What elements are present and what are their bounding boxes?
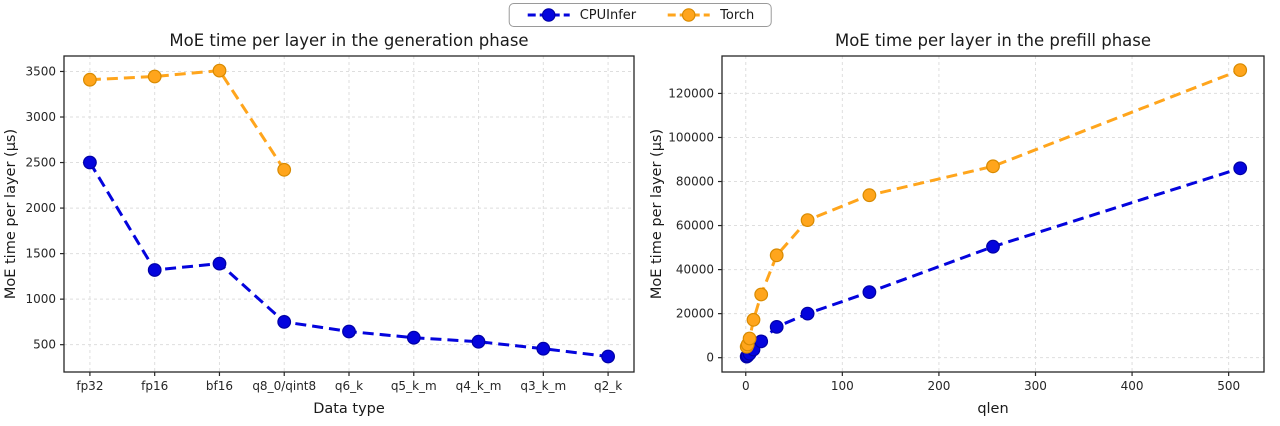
series-line-torch xyxy=(89,69,286,171)
data-point-cpuinfer xyxy=(800,306,815,321)
prefill-chart-svg: 0 100 200 300 400 500 0 20000 40000 60000 80000 100… xyxy=(649,31,1265,417)
x-tick-label: q3_k_m xyxy=(520,379,566,393)
x-tick-label: q2_k xyxy=(594,379,622,393)
data-point-torch xyxy=(1233,63,1248,77)
data-point-cpuinfer xyxy=(601,349,615,364)
data-point-torch xyxy=(769,248,784,263)
y-tick-label: 2500 xyxy=(25,156,56,170)
legend: CPUInfer Torch xyxy=(508,3,772,27)
x-tick-label: fp16 xyxy=(141,379,168,393)
legend-label: CPUInfer xyxy=(579,7,637,23)
plot-border xyxy=(63,55,635,373)
legend-label: Torch xyxy=(720,7,755,23)
data-point-torch xyxy=(212,63,227,78)
data-point-cpuinfer xyxy=(212,256,227,271)
y-tick-label: 1500 xyxy=(25,247,56,261)
data-point-cpuinfer xyxy=(82,155,97,170)
y-tick-label: 40000 xyxy=(676,263,714,277)
data-point-cpuinfer xyxy=(536,341,551,356)
y-axis-label: MoE time per layer (µs) xyxy=(3,129,19,299)
data-point-cpuinfer xyxy=(862,285,877,300)
data-point-cpuinfer xyxy=(471,334,486,349)
legend-line-sample xyxy=(527,8,570,22)
y-tick-label: 60000 xyxy=(676,219,714,233)
y-tick-label: 20000 xyxy=(676,307,714,321)
data-point-torch xyxy=(746,312,761,327)
data-point-cpuinfer xyxy=(769,320,784,334)
data-point-torch xyxy=(862,188,877,203)
data-point-cpuinfer xyxy=(754,334,769,349)
data-point-cpuinfer xyxy=(986,239,1000,254)
data-point-cpuinfer xyxy=(277,315,292,329)
data-point-torch xyxy=(277,162,292,177)
chart-generation-phase: fp32 fp16 bf16 q8_0/qint8 q6_k q5_k_m q4_k_m q3… xyxy=(2,28,648,420)
data-point-cpuinfer xyxy=(342,324,356,339)
y-tick-label: 500 xyxy=(33,338,56,352)
x-tick-label: q6_k xyxy=(335,379,363,393)
x-axis-label: qlen xyxy=(977,401,1008,417)
generation-chart-svg: fp32 fp16 bf16 q8_0/qint8 q6_k q5_k_m q4_k_m q3… xyxy=(3,31,635,417)
y-tick-label: 2000 xyxy=(25,201,56,215)
x-tick-label: q8_0/qint8 xyxy=(252,379,316,393)
legend-line-sample xyxy=(668,8,711,22)
legend-item-torch: Torch xyxy=(666,7,754,23)
x-tick-label: 100 xyxy=(831,379,854,393)
x-tick-label: 400 xyxy=(1121,379,1144,393)
x-tick-label: 200 xyxy=(927,379,950,393)
x-tick-label: bf16 xyxy=(206,379,233,393)
chart-title: MoE time per layer in the prefill phase xyxy=(835,31,1151,50)
charts-row: fp32 fp16 bf16 q8_0/qint8 q6_k q5_k_m q4_k_m q3… xyxy=(2,28,1276,420)
y-tick-label: 3000 xyxy=(25,110,56,124)
data-point-cpuinfer xyxy=(147,263,162,277)
y-tick-label: 3500 xyxy=(25,64,56,78)
x-tick-label: q4_k_m xyxy=(456,379,502,393)
x-axis-label: Data type xyxy=(313,401,385,417)
legend-item-cpuinfer: CPUInfer xyxy=(526,7,636,23)
x-tick-label: 500 xyxy=(1217,379,1240,393)
y-tick-label: 100000 xyxy=(668,130,714,144)
series-line-torch xyxy=(745,68,1241,348)
y-tick-label: 1000 xyxy=(25,292,56,306)
plot-border xyxy=(721,55,1265,373)
y-axis-label: MoE time per layer (µs) xyxy=(649,129,665,299)
y-tick-label: 120000 xyxy=(668,86,714,100)
data-point-torch xyxy=(742,331,757,346)
x-tick-label: 0 xyxy=(742,379,750,393)
chart-title: MoE time per layer in the generation pha… xyxy=(169,31,528,50)
y-tick-label: 80000 xyxy=(676,175,714,189)
data-point-torch xyxy=(800,213,815,228)
x-tick-label: fp32 xyxy=(76,379,103,393)
data-point-torch xyxy=(754,287,769,302)
data-point-cpuinfer xyxy=(406,330,421,345)
x-tick-label: 300 xyxy=(1024,379,1047,393)
data-point-cpuinfer xyxy=(1233,161,1248,176)
data-point-torch xyxy=(82,72,97,87)
chart-prefill-phase: 0 100 200 300 400 500 0 20000 40000 60000 80000 100… xyxy=(648,28,1276,420)
series-line-cpuinfer xyxy=(745,166,1241,358)
y-tick-label: 0 xyxy=(706,351,714,365)
data-point-torch xyxy=(986,159,1000,174)
x-tick-label: q5_k_m xyxy=(391,379,437,393)
data-point-torch xyxy=(147,69,162,84)
